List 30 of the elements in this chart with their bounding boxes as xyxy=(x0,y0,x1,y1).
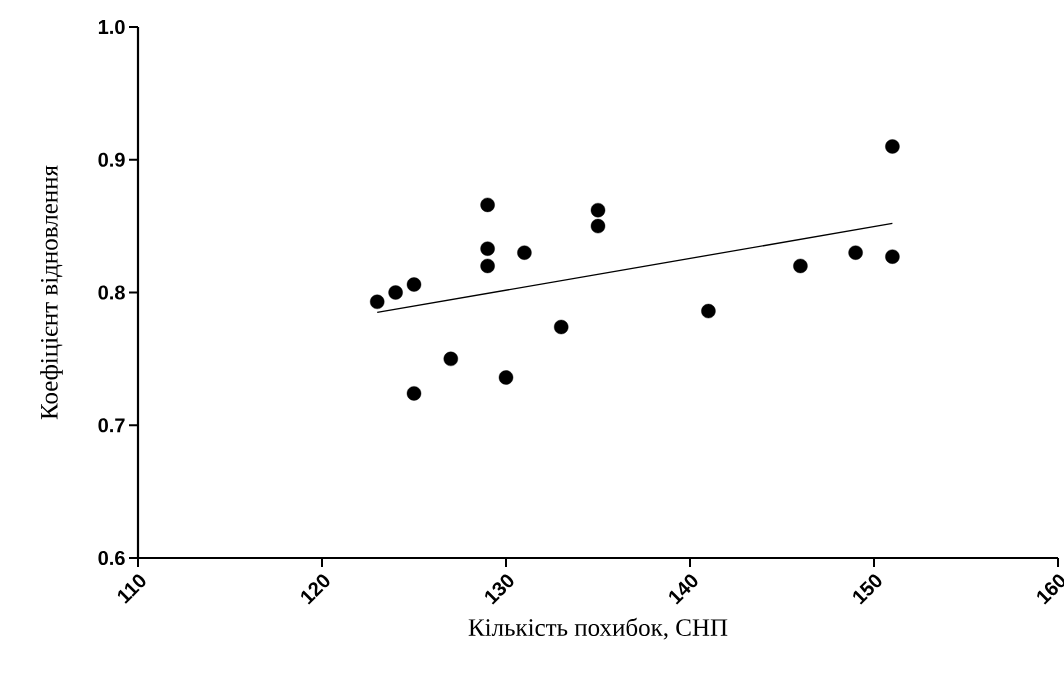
point xyxy=(885,139,900,154)
point xyxy=(885,249,900,264)
point xyxy=(480,241,495,256)
point xyxy=(480,258,495,274)
point xyxy=(480,197,495,213)
x-tick-label: 130 xyxy=(485,574,514,605)
x-tick-label: 110 xyxy=(117,574,146,604)
point xyxy=(793,258,808,274)
y-tick-label: 0.6 xyxy=(98,550,125,566)
point xyxy=(554,319,569,335)
x-tick-label: 140 xyxy=(669,574,698,605)
y-tick-label: 0.9 xyxy=(98,152,125,167)
point xyxy=(388,285,403,300)
point xyxy=(443,351,459,367)
point xyxy=(406,386,422,401)
y-tick-label: 0.8 xyxy=(98,285,125,300)
x-axis-title: Кількість похибок, СНП xyxy=(468,617,728,640)
point xyxy=(848,245,863,260)
x-tick-label: 120 xyxy=(301,574,330,605)
point xyxy=(590,218,606,234)
point xyxy=(701,303,716,319)
point xyxy=(517,245,532,260)
point xyxy=(590,202,606,218)
y-tick-label: 1.0 xyxy=(98,19,125,35)
x-tick-label: 150 xyxy=(853,574,882,605)
point xyxy=(370,294,385,309)
point xyxy=(406,277,422,292)
y-axis-title: Коефіцієнт відновлення xyxy=(40,165,63,420)
point xyxy=(498,370,514,385)
y-tick-label: 0.7 xyxy=(98,418,125,433)
